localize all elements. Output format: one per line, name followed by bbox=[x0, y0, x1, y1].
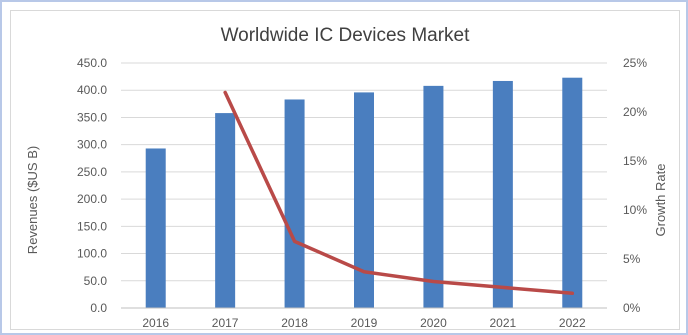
x-tick-label: 2020 bbox=[420, 316, 447, 329]
y-tick-label: 400.0 bbox=[77, 83, 107, 97]
bar-2018 bbox=[284, 99, 305, 308]
chart-title: Worldwide IC Devices Market bbox=[221, 25, 471, 46]
bar-2016 bbox=[145, 148, 166, 308]
y-tick-label: 100.0 bbox=[77, 247, 107, 261]
y2-axis-label: Growth Rate bbox=[653, 164, 668, 237]
axes: 0.0 50.0 100.0 150.0 200.0 250.0 300.0 350.0 400… bbox=[77, 56, 647, 330]
y-tick-label: 150.0 bbox=[77, 219, 107, 233]
growth-rate-line bbox=[223, 90, 575, 296]
y2-tick-label: 5% bbox=[623, 252, 641, 266]
bar-2021 bbox=[492, 80, 513, 308]
y2-tick-label: 15% bbox=[623, 154, 647, 168]
bar-series bbox=[145, 77, 583, 309]
y-axis-label: Revenues ($US B) bbox=[25, 146, 40, 254]
bar-2022 bbox=[562, 77, 583, 308]
x-tick-label: 2018 bbox=[281, 316, 308, 329]
y2-tick-label: 0% bbox=[623, 301, 641, 315]
y-tick-label: 50.0 bbox=[84, 274, 108, 288]
x-tick-label: 2022 bbox=[559, 316, 586, 329]
bar-2019 bbox=[354, 92, 374, 309]
y-tick-label: 0.0 bbox=[90, 301, 107, 315]
bar-2017 bbox=[215, 113, 236, 308]
x-tick-label: 2019 bbox=[351, 316, 378, 329]
x-tick-label: 2017 bbox=[212, 316, 239, 329]
y2-tick-label: 25% bbox=[623, 56, 647, 70]
chart-area: Worldwide IC Devices Market 0.0 50.0 100.0… bbox=[10, 10, 680, 330]
x-tick-label: 2021 bbox=[490, 316, 517, 329]
y-tick-label: 250.0 bbox=[77, 165, 107, 179]
line-series bbox=[223, 90, 575, 296]
y2-tick-label: 10% bbox=[623, 203, 647, 217]
ic-market-chart: Worldwide IC Devices Market 0.0 50.0 100.0… bbox=[25, 25, 668, 330]
y-tick-label: 200.0 bbox=[77, 192, 107, 206]
x-tick-label: 2016 bbox=[142, 316, 169, 329]
y2-tick-label: 20% bbox=[623, 105, 647, 119]
bar-2020 bbox=[423, 85, 444, 308]
y-tick-label: 350.0 bbox=[77, 110, 107, 124]
y-tick-label: 300.0 bbox=[77, 138, 107, 152]
y-tick-label: 450.0 bbox=[77, 56, 107, 70]
